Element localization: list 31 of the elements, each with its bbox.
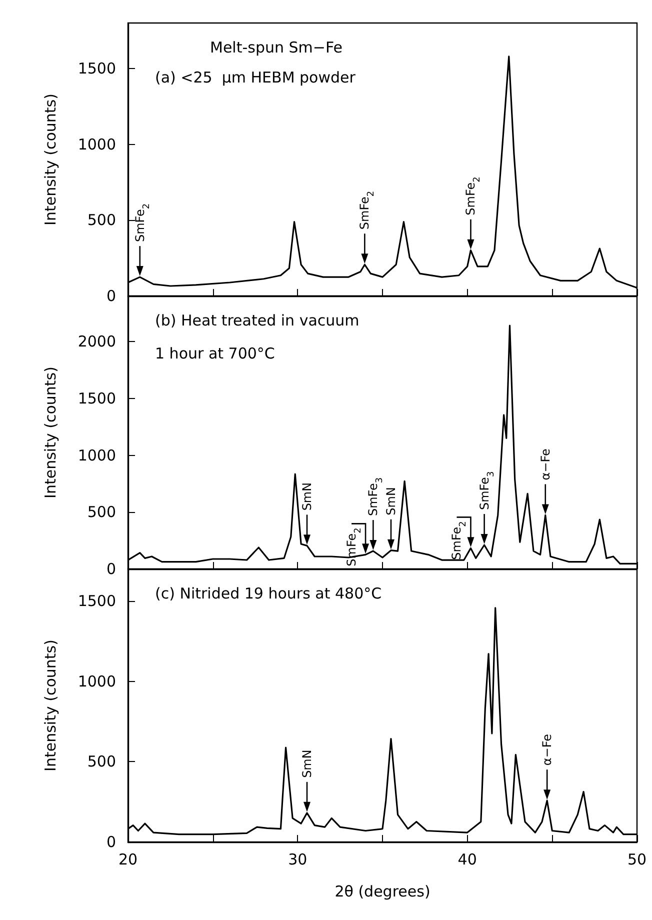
- annotation: α−Fe: [538, 448, 552, 480]
- text: (a) <25 μm HEBM powder: [155, 68, 356, 86]
- y-tick-label: 1500: [78, 60, 116, 78]
- y-tick-label: 500: [87, 211, 116, 230]
- x-tick-label: 40: [458, 850, 477, 868]
- y-tick-label: 0: [106, 833, 116, 851]
- text: Melt-spun Sm−Fe: [210, 38, 342, 56]
- y-tick-label: 1000: [78, 135, 116, 154]
- y-tick-label: 0: [106, 560, 116, 578]
- y-tick-label: 1500: [78, 389, 116, 408]
- y-tick-label: 1000: [78, 672, 116, 690]
- y-tick-label: 2000: [78, 332, 116, 350]
- annotation: α−Fe: [540, 734, 554, 766]
- text: 1 hour at 700°C: [155, 344, 275, 362]
- y-tick-label: 1500: [78, 592, 116, 610]
- text: (b) Heat treated in vacuum: [155, 312, 360, 330]
- annotation: SmN: [300, 750, 314, 778]
- x-tick-label: 50: [627, 850, 647, 868]
- annotation: SmN: [384, 487, 398, 516]
- y-axis-title: Intensity (counts): [42, 640, 60, 772]
- x-axis-title: 2θ (degrees): [334, 882, 430, 900]
- annotation: SmN: [300, 482, 314, 511]
- x-tick-label: 20: [118, 850, 138, 868]
- x-tick-label: 30: [288, 850, 308, 868]
- y-axis-title: Intensity (counts): [42, 366, 60, 498]
- y-tick-label: 500: [87, 752, 116, 771]
- text: (c) Nitrided 19 hours at 480°C: [155, 584, 382, 602]
- y-tick-label: 500: [87, 503, 116, 522]
- y-tick-label: 0: [106, 287, 116, 305]
- y-axis-title: Intensity (counts): [42, 94, 60, 226]
- y-tick-label: 1000: [78, 446, 116, 464]
